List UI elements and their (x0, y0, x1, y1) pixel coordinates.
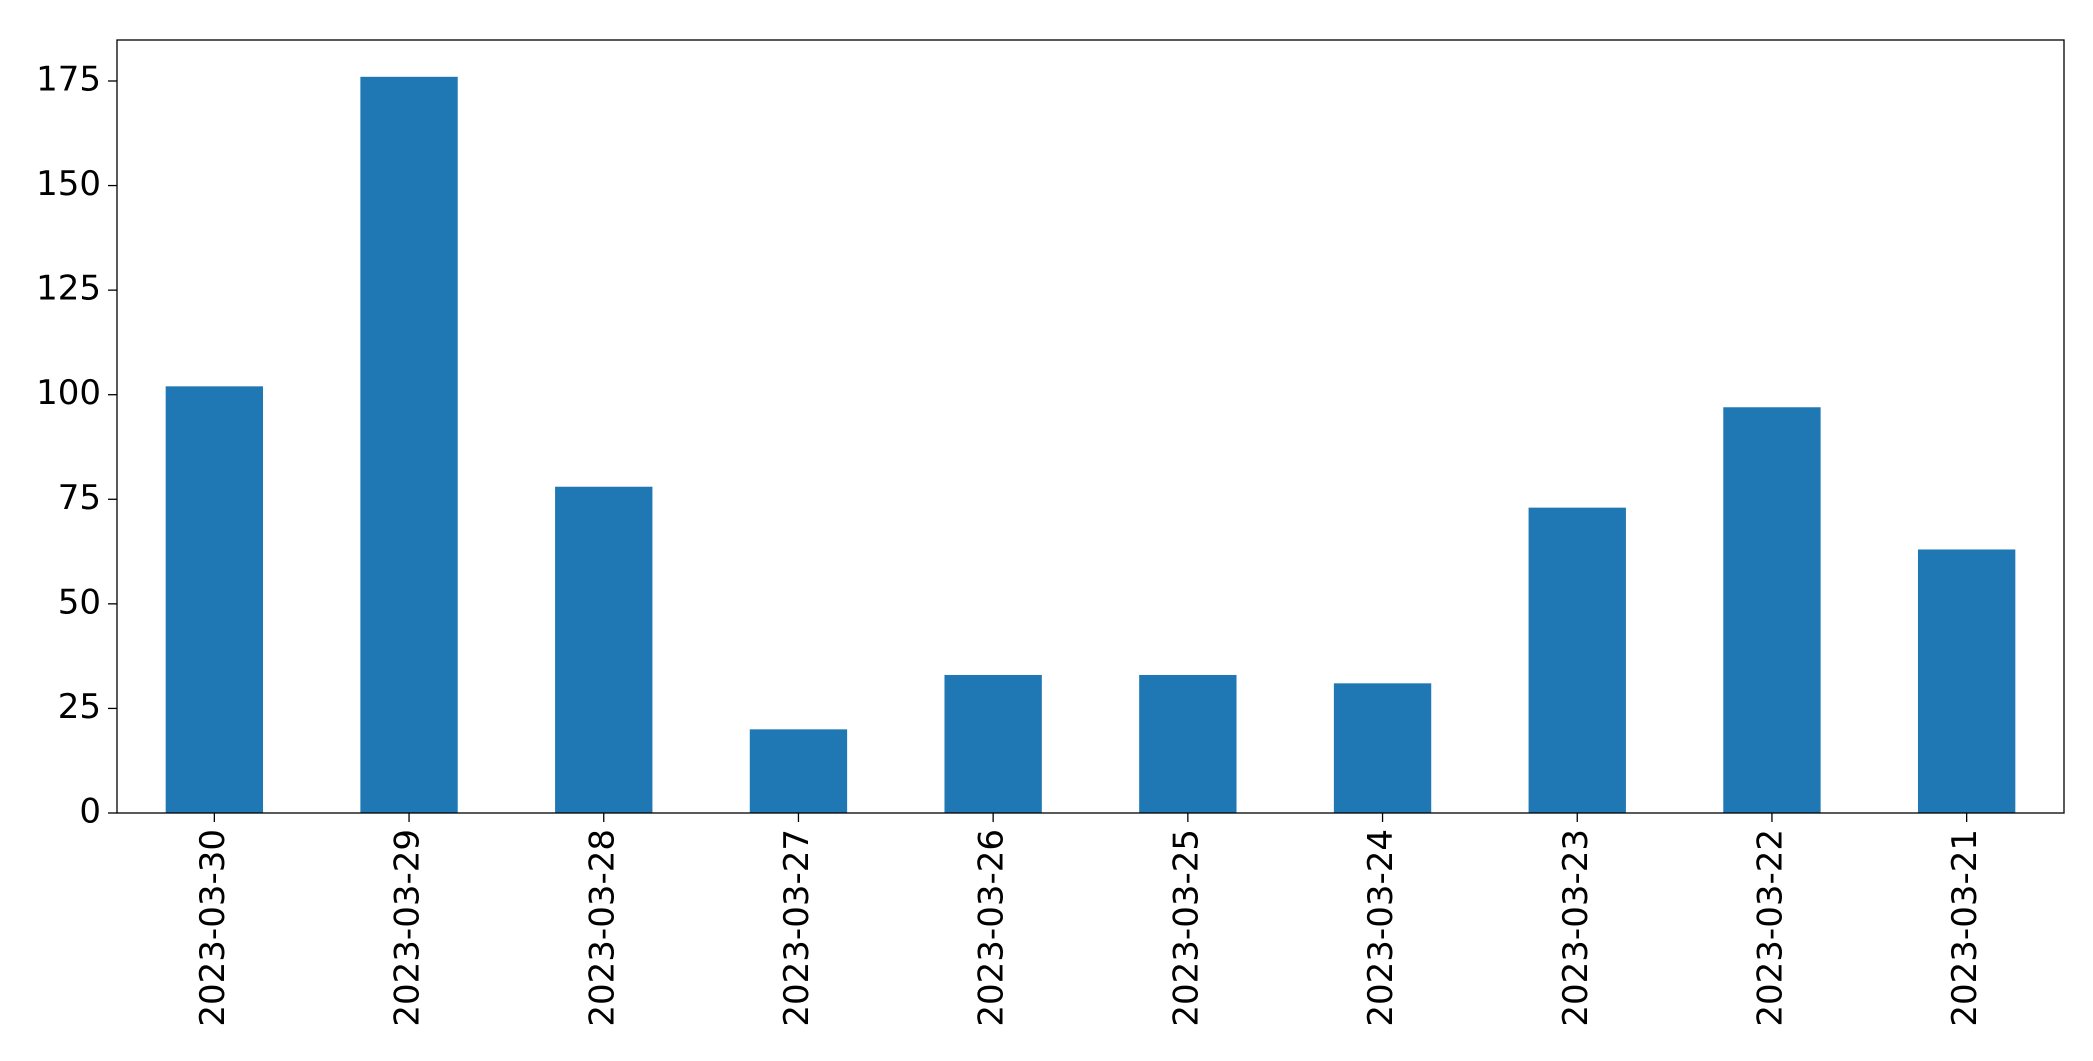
x-tick-label: 2023-03-21 (1945, 829, 1985, 1027)
bar (1528, 507, 1626, 813)
bar (1139, 674, 1237, 813)
bar (749, 729, 848, 813)
y-tick-label: 75 (58, 478, 101, 518)
x-tick-label: 2023-03-28 (582, 829, 622, 1027)
y-tick-label: 0 (79, 792, 101, 832)
bar (165, 386, 264, 813)
bar (555, 486, 653, 813)
y-tick-label: 175 (36, 59, 101, 99)
x-tick-label: 2023-03-26 (972, 829, 1012, 1027)
x-tick-label: 2023-03-30 (193, 829, 233, 1027)
y-tick-label: 100 (36, 373, 101, 413)
bar (1917, 549, 2016, 813)
x-tick-label: 2023-03-29 (388, 829, 428, 1027)
x-tick-label: 2023-03-24 (1361, 829, 1401, 1027)
x-tick-label: 2023-03-23 (1556, 829, 1596, 1027)
y-tick-label: 50 (58, 582, 101, 622)
bar (944, 674, 1042, 813)
y-tick-label: 125 (36, 269, 101, 309)
bar (360, 76, 458, 814)
x-tick-label: 2023-03-25 (1166, 829, 1206, 1027)
bar (1723, 407, 1821, 813)
x-tick-label: 2023-03-22 (1750, 829, 1790, 1027)
plot-frame (116, 39, 2065, 814)
x-tick-label: 2023-03-27 (777, 829, 817, 1027)
y-tick-label: 25 (58, 687, 101, 727)
bar (1333, 683, 1432, 813)
y-tick-label: 150 (36, 164, 101, 204)
